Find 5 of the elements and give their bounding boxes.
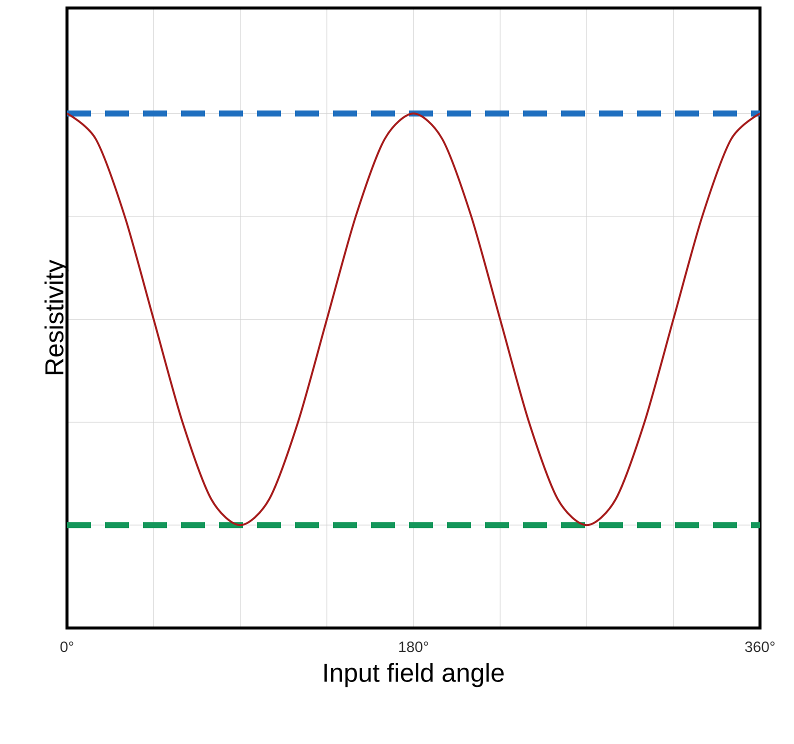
x-tick-label: 0° (60, 642, 74, 652)
x-tick-label: 360° (745, 642, 775, 652)
x-axis-title: Input field angle (324, 662, 504, 688)
x-tick-label: 180° (399, 642, 428, 652)
y-axis-title: Resistivity (44, 260, 69, 374)
